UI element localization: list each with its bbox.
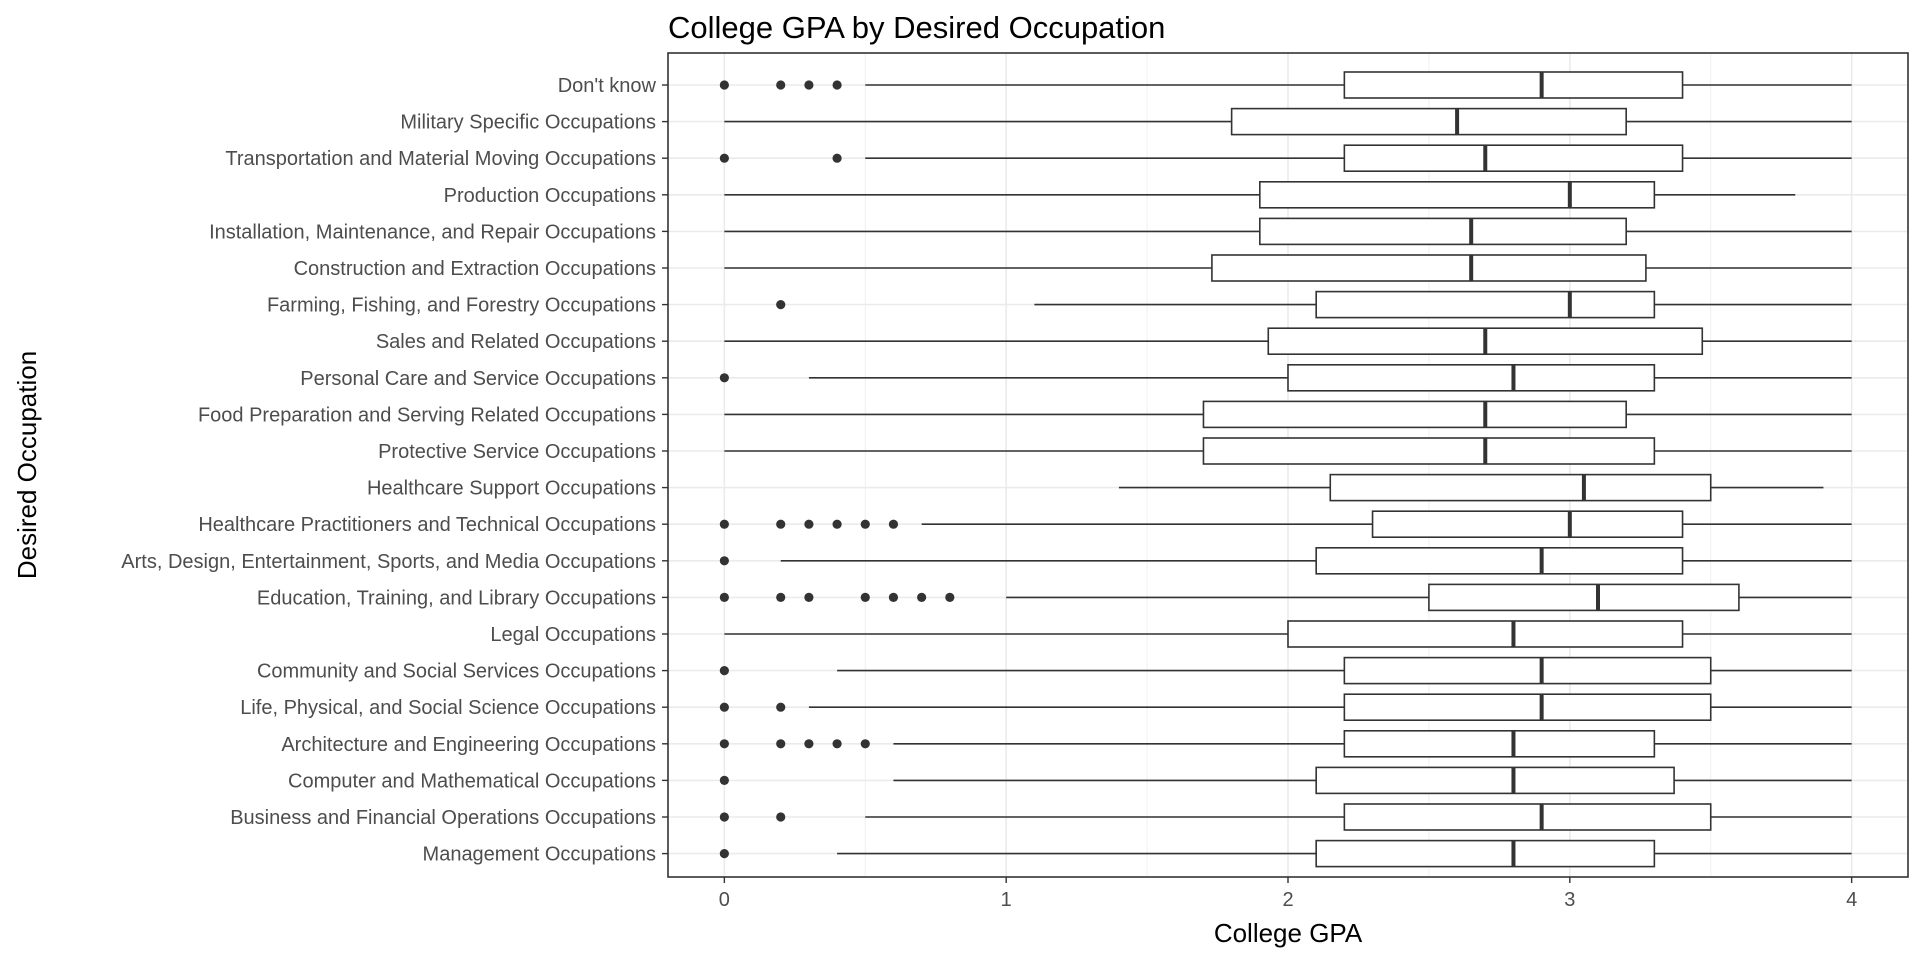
y-tick-label: Healthcare Practitioners and Technical O… [198,514,656,536]
y-tick-label: Farming, Fishing, and Forestry Occupatio… [267,295,656,317]
x-tick-label: 4 [1846,889,1857,911]
outlier-point [719,739,729,749]
outlier-point [945,592,955,603]
box-iqr [1230,107,1627,136]
y-tick-label: Construction and Extraction Occupations [294,258,656,280]
x-tick-label: 3 [1564,889,1575,911]
box-iqr [1315,546,1684,575]
outlier-point [776,592,786,603]
y-tick-label: Healthcare Support Occupations [367,478,656,500]
outlier-point [832,739,842,749]
outlier-point [719,556,729,566]
box-iqr [1315,290,1656,319]
box-iqr [1343,656,1712,685]
y-tick-label: Protective Service Occupations [378,441,656,463]
outlier-point [719,373,729,383]
box-iqr [1428,583,1740,612]
outlier-point [804,519,814,529]
outlier-point [719,666,729,676]
outlier-point [719,519,729,529]
outlier-point [888,519,899,529]
y-tick-label: Business and Financial Operations Occupa… [230,807,656,829]
x-tick-label: 2 [1282,889,1293,911]
outlier-point [860,739,870,749]
y-tick-label: Life, Physical, and Social Science Occup… [240,697,656,719]
y-tick-label: Food Preparation and Serving Related Occ… [198,404,656,426]
box-iqr [1315,839,1656,868]
outlier-point [832,80,842,90]
box-iqr [1287,620,1684,648]
outlier-point [804,592,814,603]
outlier-point [776,300,786,310]
y-tick-label: Installation, Maintenance, and Repair Oc… [209,221,656,243]
y-tick-label: Sales and Related Occupations [376,331,656,353]
x-tick-label: 1 [1001,889,1012,911]
y-axis-label: Desired Occupation [12,351,42,579]
y-tick-label: Management Occupations [423,844,656,866]
y-tick-label: Architecture and Engineering Occupations [281,734,656,756]
outlier-point [860,592,870,603]
y-tick-label: Personal Care and Service Occupations [300,368,656,390]
y-tick-label: Don't know [558,75,657,97]
outlier-point [776,739,786,749]
box-iqr [1329,473,1712,502]
box-iqr [1202,400,1627,429]
y-tick-label: Production Occupations [444,185,656,207]
x-axis-label: College GPA [1214,918,1363,948]
box-iqr [1259,217,1627,246]
y-tick-label: Education, Training, and Library Occupat… [257,587,656,609]
outlier-point [719,592,729,603]
box-iqr [1343,71,1684,99]
outlier-point [719,812,729,822]
y-tick-label: Military Specific Occupations [400,112,656,134]
y-tick-label: Legal Occupations [490,624,656,646]
box-iqr [1211,254,1647,282]
y-tick-label: Transportation and Material Moving Occup… [225,148,656,170]
outlier-point [860,519,870,529]
outlier-point [719,80,729,90]
outlier-point [832,519,842,529]
box-iqr [1202,437,1656,465]
outlier-point [719,153,729,163]
outlier-point [719,702,729,712]
outlier-point [804,739,814,749]
box-iqr [1287,363,1656,392]
box-iqr [1343,803,1712,831]
outlier-point [776,80,786,90]
box-iqr [1343,144,1684,172]
x-tick-label: 0 [719,889,730,911]
box-iqr [1343,729,1656,758]
outlier-point [776,702,786,712]
outlier-point [804,80,814,90]
outlier-point [719,775,729,786]
y-tick-label: Computer and Mathematical Occupations [288,770,656,792]
outlier-point [776,519,786,529]
outlier-point [776,812,786,822]
outlier-point [917,592,927,603]
box-iqr [1259,181,1656,209]
y-tick-label: Community and Social Services Occupation… [257,661,656,683]
box-iqr [1371,510,1684,539]
chart-title: College GPA by Desired Occupation [668,10,1166,45]
outlier-point [719,849,729,859]
outlier-point [832,153,842,163]
outlier-point [888,592,899,603]
y-tick-label: Arts, Design, Entertainment, Sports, and… [121,551,656,573]
box-iqr [1315,766,1675,795]
box-iqr [1343,693,1712,722]
